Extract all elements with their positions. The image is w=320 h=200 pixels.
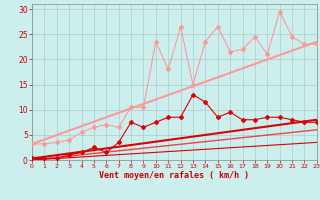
X-axis label: Vent moyen/en rafales ( km/h ): Vent moyen/en rafales ( km/h ) (100, 171, 249, 180)
